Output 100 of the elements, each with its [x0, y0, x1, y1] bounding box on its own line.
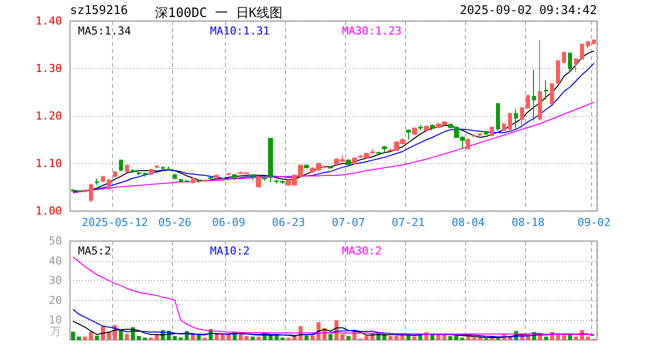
text: MA5:2	[78, 244, 112, 258]
bar	[70, 332, 75, 340]
candlestick	[550, 82, 554, 106]
candlestick	[328, 166, 333, 170]
candlestick	[586, 40, 590, 49]
candlestick	[220, 177, 225, 182]
candlestick	[352, 156, 357, 165]
bar	[94, 336, 99, 340]
candlestick	[119, 159, 123, 172]
candlestick	[202, 179, 207, 183]
candlestick	[514, 108, 518, 130]
bar	[250, 336, 255, 340]
y-tick-label: 1.10	[36, 157, 62, 170]
candlestick	[382, 145, 387, 154]
bar	[388, 336, 392, 340]
bar	[394, 336, 398, 340]
text: sz159216	[70, 3, 128, 17]
candlestick	[304, 164, 309, 169]
candlestick	[71, 188, 75, 192]
candlestick	[250, 174, 255, 180]
candlestick	[197, 179, 201, 184]
bar	[328, 334, 333, 340]
y-tick-label: 10	[48, 314, 62, 327]
candlestick	[406, 128, 411, 140]
candlestick	[502, 122, 506, 132]
y-tick-label: 1.20	[36, 110, 62, 122]
candlestick	[490, 126, 494, 137]
candlestick	[376, 151, 381, 155]
bar	[442, 334, 446, 340]
candlestick	[214, 174, 219, 180]
candlestick	[113, 170, 117, 178]
candlestick	[472, 134, 476, 138]
bar	[586, 336, 590, 340]
bar	[448, 336, 452, 340]
text: MA10:2	[210, 244, 250, 258]
candlestick	[191, 176, 195, 184]
text: 2025-09-02 09:34:42	[460, 3, 598, 17]
candlestick	[107, 178, 111, 191]
x-tick-label: 08-04	[452, 216, 486, 229]
candlestick	[125, 164, 129, 174]
candlestick	[478, 133, 482, 136]
candlestick	[520, 106, 524, 128]
bar	[562, 335, 566, 340]
bar	[82, 336, 87, 340]
candlestick	[496, 102, 500, 132]
candlestick	[185, 180, 189, 183]
candlestick	[179, 178, 183, 183]
candlestick	[137, 171, 141, 176]
candlestick	[83, 189, 87, 193]
candlestick	[256, 175, 261, 188]
y-tick-label: 30	[48, 274, 62, 288]
y-tick-label: 40	[48, 254, 62, 268]
candlestick	[167, 166, 171, 172]
bar	[412, 336, 416, 340]
y-tick-label: 1.00	[36, 204, 62, 218]
chart-title: 深100DC 一 日K线图	[155, 6, 283, 21]
candlestick	[149, 168, 153, 176]
text: MA30:2	[342, 244, 382, 258]
text: MA30:1.23	[342, 24, 402, 38]
x-tick-label: 06-23	[272, 216, 306, 229]
candlestick	[232, 173, 237, 181]
bar	[214, 334, 219, 340]
bar	[304, 335, 309, 340]
candlestick	[101, 175, 105, 183]
x-tick-label: 05-26	[158, 216, 192, 229]
candlestick	[430, 124, 435, 130]
candlestick	[544, 79, 548, 100]
bar	[310, 335, 315, 340]
bar	[226, 334, 231, 340]
candlestick	[412, 126, 417, 136]
bar	[340, 334, 344, 340]
candlestick	[574, 58, 578, 72]
bar	[364, 336, 368, 340]
bar	[544, 336, 548, 340]
line-series	[72, 102, 595, 194]
bar	[574, 336, 578, 340]
candlestick	[77, 190, 81, 193]
bar	[178, 337, 183, 340]
candlestick	[370, 148, 375, 154]
y-tick-label: 1.40	[36, 14, 62, 28]
bar	[256, 336, 261, 340]
candlestick	[262, 176, 267, 182]
candlestick	[161, 166, 165, 170]
candlestick	[346, 158, 351, 166]
text: MA10:1.31	[210, 24, 270, 38]
bar	[196, 335, 201, 340]
y-axis-title: 万	[50, 325, 61, 338]
candlestick	[538, 40, 542, 122]
candlestick	[526, 94, 530, 110]
candlestick	[508, 112, 512, 131]
x-tick-label: 07-21	[392, 216, 425, 229]
bar	[244, 336, 249, 340]
bar	[136, 336, 141, 340]
candlestick	[89, 182, 93, 202]
candlestick	[424, 125, 429, 132]
bar	[430, 335, 434, 340]
bar	[88, 332, 93, 340]
bar	[346, 336, 350, 340]
y-tick-label: 1.30	[36, 62, 62, 75]
candlestick	[226, 172, 231, 176]
